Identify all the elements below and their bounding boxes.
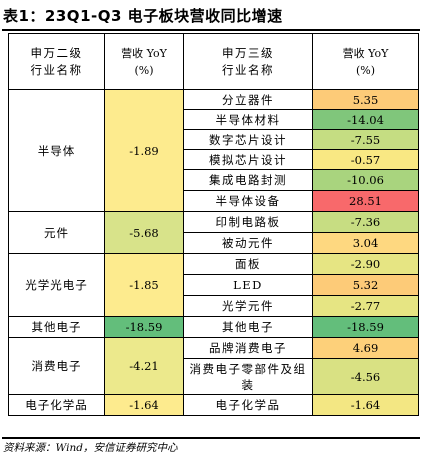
level3-revenue-yoy: -10.06	[312, 169, 419, 191]
level2-revenue-yoy: -1.85	[104, 253, 184, 317]
header-level2-revenue-line2: (%)	[134, 63, 154, 77]
level2-industry-name: 电子化学品	[8, 394, 105, 416]
level3-industry-name: 半导体设备	[183, 190, 313, 212]
table-row: 半导体材料 -14.04	[9, 109, 419, 130]
table-row: 集成电路封测 -10.06	[9, 169, 419, 191]
level3-industry-name: 分立器件	[183, 89, 313, 110]
table-row: 消费电子零部件及组装 -4.56	[9, 358, 419, 395]
header-level3-revenue: 营收 YoY (%)	[312, 33, 419, 90]
table-row: LED 5.32	[9, 274, 419, 296]
level3-industry-name: 电子化学品	[183, 394, 313, 416]
top-rule	[2, 29, 420, 31]
level2-revenue-yoy: -18.59	[104, 316, 184, 338]
header-level2-revenue: 营收 YoY (%)	[104, 33, 184, 90]
table-body: 半导体 -1.89 分立器件 5.35 半导体材料 -14.04 数字芯片设计 -7.55 模拟…	[8, 89, 419, 416]
level2-industry-name: 光学光电子	[8, 253, 105, 317]
table-title: 表1：23Q1-Q3 电子板块营收同比增速	[3, 7, 283, 25]
header-level2-name-line1: 申万二级	[30, 45, 83, 60]
table-row: 数字芯片设计 -7.55	[9, 129, 419, 150]
table-row: 消费电子 -4.21 品牌消费电子 4.69	[8, 337, 419, 395]
level3-industry-name: 集成电路封测	[183, 169, 313, 191]
level3-revenue-yoy: 3.04	[312, 232, 419, 254]
header-level3-name-line1: 申万三级	[222, 45, 274, 60]
header-level3-name-line2: 行业名称	[222, 62, 274, 77]
level3-revenue-yoy: -7.36	[312, 211, 419, 233]
level3-industry-name: 印制电路板	[183, 211, 313, 233]
level2-revenue-yoy: -5.68	[104, 211, 184, 254]
level2-industry-name: 半导体	[8, 89, 105, 212]
level3-revenue-yoy: -4.56	[312, 358, 419, 395]
header-level3-name: 申万三级 行业名称	[183, 33, 313, 90]
level3-industry-name: LED	[183, 274, 313, 296]
level3-industry-name: 消费电子零部件及组装	[183, 358, 313, 395]
header-level3-revenue-line2: (%)	[355, 63, 376, 77]
table-row: 元件 -5.68 印制电路板 -7.36	[8, 211, 419, 254]
level3-industry-name: 被动元件	[183, 232, 313, 254]
table-row: 电子化学品 -1.64 电子化学品 -1.64	[8, 394, 419, 416]
level3-revenue-yoy: -1.64	[312, 394, 419, 416]
level2-revenue-yoy: -4.21	[104, 337, 184, 395]
level3-industry-name: 其他电子	[183, 316, 313, 338]
level3-revenue-yoy: -18.59	[312, 316, 419, 338]
level3-revenue-yoy: -14.04	[312, 109, 419, 130]
level2-industry-name: 消费电子	[8, 337, 105, 395]
level3-industry-name: 光学元件	[183, 295, 313, 317]
table-row: 被动元件 3.04	[9, 232, 419, 254]
level3-revenue-yoy: 28.51	[312, 190, 419, 212]
table-row: 光学光电子 -1.85 面板 -2.90	[8, 253, 419, 317]
level3-revenue-yoy: -0.57	[312, 149, 419, 170]
level3-industry-name: 半导体材料	[183, 109, 313, 130]
level3-industry-name: 数字芯片设计	[183, 129, 313, 150]
header-level2-name-line2: 行业名称	[30, 62, 83, 77]
header-level2-name: 申万二级 行业名称	[8, 33, 105, 90]
table-row: 半导体 -1.89 分立器件 5.35	[8, 89, 419, 212]
level3-industry-name: 品牌消费电子	[183, 337, 313, 359]
level2-revenue-yoy: -1.89	[104, 89, 184, 212]
level2-industry-name: 其他电子	[8, 316, 105, 338]
header-level2-revenue-line1: 营收 YoY	[121, 46, 167, 60]
table-row: 其他电子 -18.59 其他电子 -18.59	[8, 316, 419, 338]
level2-industry-name: 元件	[8, 211, 105, 254]
source-note: 资料来源：Wind，安信证券研究中心	[3, 442, 178, 454]
level3-revenue-yoy: -2.77	[312, 295, 419, 317]
level3-revenue-yoy: 5.32	[312, 274, 419, 296]
level3-revenue-yoy: -7.55	[312, 129, 419, 150]
level3-industry-name: 模拟芯片设计	[183, 149, 313, 170]
level3-revenue-yoy: 5.35	[312, 89, 419, 110]
header-level3-revenue-line1: 营收 YoY	[342, 46, 389, 60]
level3-revenue-yoy: -2.90	[312, 253, 419, 275]
bottom-rule	[2, 437, 420, 439]
level2-revenue-yoy: -1.64	[104, 394, 184, 416]
level3-revenue-yoy: 4.69	[312, 337, 419, 359]
revenue-growth-table: 申万二级 行业名称 营收 YoY (%) 申万三级 行业名称 营收 YoY (%…	[8, 33, 419, 416]
level3-industry-name: 面板	[183, 253, 313, 275]
